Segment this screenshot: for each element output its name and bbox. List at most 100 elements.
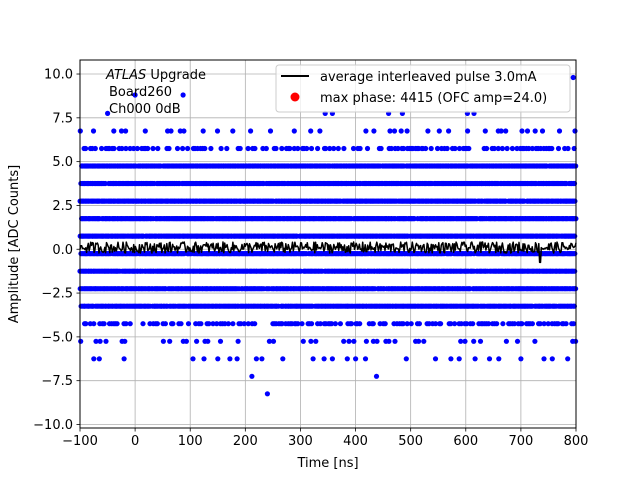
sample-point [245,321,251,327]
legend-entry-pulse: average interleaved pulse 3.0mA [320,70,537,85]
sample-point [563,321,569,327]
sample-point [180,92,186,98]
sample-point [465,128,471,134]
sample-point [572,128,578,134]
sample-point [93,338,99,344]
sample-point [371,128,377,134]
sample-point [392,338,398,344]
sample-point [504,145,510,152]
sample-point [337,321,343,327]
sample-point [452,145,458,152]
sample-point [253,356,259,362]
sample-point [572,233,578,239]
sample-point [327,145,333,152]
sample-point [555,145,562,152]
sample-point [91,356,97,362]
sample-point [549,145,555,152]
sample-point [217,338,224,344]
sample-point [205,338,211,344]
sample-point [555,321,561,327]
sample-point [482,128,488,134]
sample-point [264,391,270,397]
sample-point [134,145,140,152]
sample-point [224,145,230,152]
sample-point [167,338,173,344]
sample-point [434,145,441,152]
sample-point [421,338,427,344]
sample-point [532,128,538,134]
x-tick-label: 100 [178,434,203,449]
y-tick-label: −2.5 [41,287,73,302]
sample-point [83,321,89,327]
sample-point [500,321,506,327]
sample-point [295,321,301,327]
sample-point [524,128,531,134]
sample-point [444,145,450,152]
sample-point [400,321,406,327]
sample-point [181,128,187,134]
pulse-line-layer [79,241,577,264]
y-tick-label: 0.0 [52,243,73,258]
sample-point [387,128,393,134]
sample-point [101,321,107,327]
y-tick-label: −5.0 [41,330,73,345]
sample-point [503,338,509,344]
sample-point [210,321,216,327]
sample-point [472,356,478,362]
sample-point [572,251,578,257]
sample-point [438,321,444,327]
sample-point [145,145,151,152]
sample-point [83,145,89,152]
sample-point [259,356,265,362]
sample-point [315,145,321,152]
sample-point [299,321,305,327]
sample-point [491,145,497,152]
y-tick-label: 7.5 [52,111,73,126]
sample-point [168,128,174,134]
sample-point [208,145,214,152]
sample-point [111,128,117,134]
sample-point [249,373,255,379]
sample-point [511,321,518,327]
sample-point [123,321,129,327]
sample-point [92,145,98,152]
sample-point [499,145,505,152]
sample-point [357,321,363,327]
sample-point [140,321,146,327]
sample-point [401,145,407,152]
sample-point [549,356,555,362]
sample-point [122,338,128,344]
x-tick-label: 400 [343,434,368,449]
sample-point [200,128,206,134]
annotation-line3: Ch000 0dB [109,102,181,117]
sample-point [160,338,166,344]
sample-point [357,145,363,152]
sample-point [370,321,376,327]
sample-point [341,338,347,344]
sample-point [572,268,578,274]
sample-point [378,145,384,152]
ticks-layer: −100 0 100 200 300 400 500 600 700 800 −10.0 −7.5 −5… [33,68,588,449]
sample-point [273,145,279,152]
sample-point [150,145,156,152]
sample-point [206,321,212,327]
y-tick-label: 2.5 [52,199,73,214]
sample-point [170,321,176,327]
legend-entry-max-phase: max phase: 4415 (OFC amp=24.0) [320,91,547,106]
sample-point [174,145,181,152]
legend: average interleaved pulse 3.0mA max phas… [275,64,571,113]
annotation-atlas: ATLAS [105,68,146,83]
sample-point [570,74,576,81]
sample-point [494,321,500,327]
sample-point [279,321,285,327]
sample-point [498,128,504,134]
sample-point [363,338,369,344]
sample-point [309,321,315,327]
sample-point [162,321,168,327]
sample-point [464,321,470,327]
sample-point [321,356,327,362]
y-tick-label: 10.0 [44,68,73,83]
sample-point [462,338,468,344]
sample-point [495,145,501,152]
sample-point [486,321,492,327]
